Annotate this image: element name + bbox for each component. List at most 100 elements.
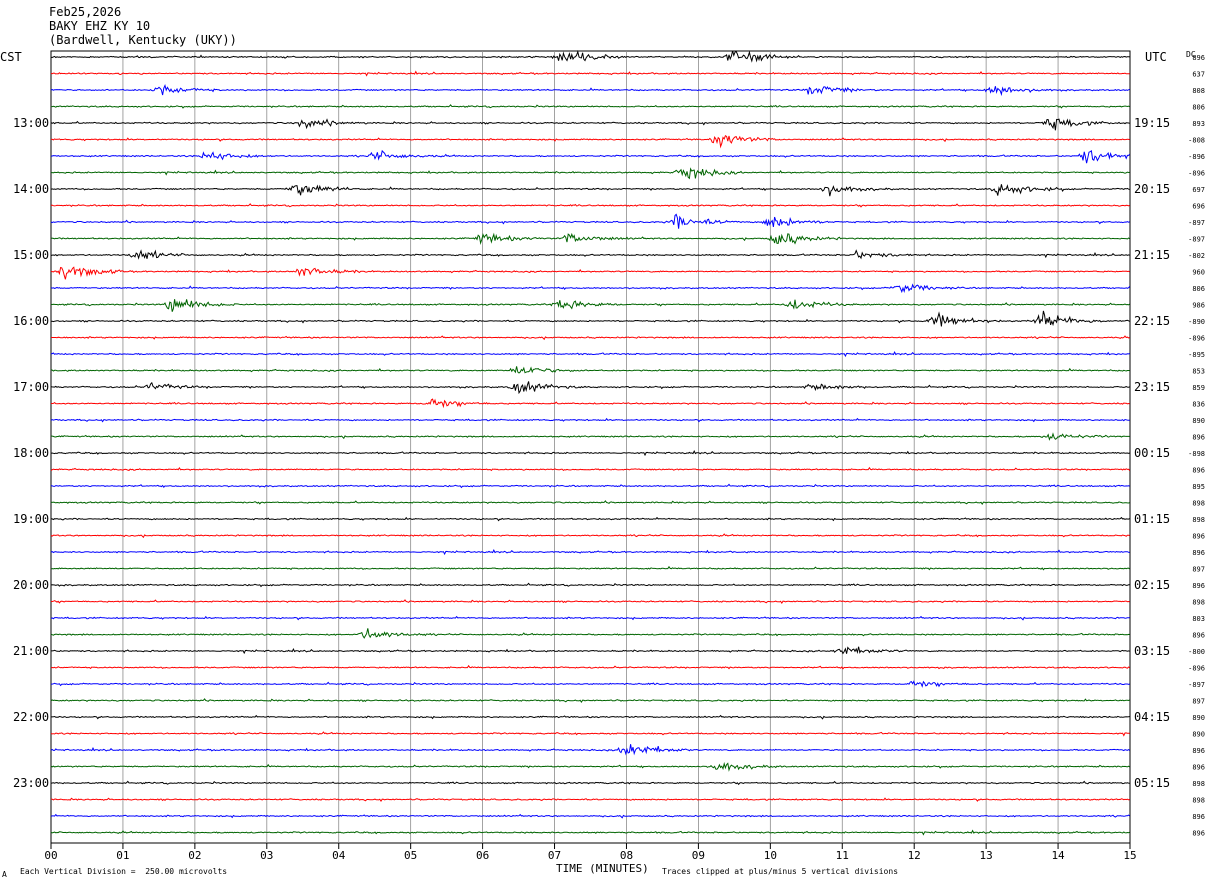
trace-row [50, 266, 1130, 280]
dc-offset-label: 896 [1192, 582, 1205, 590]
dc-offset-label: 853 [1192, 368, 1205, 376]
trace-row [51, 680, 1130, 688]
trace-row [51, 599, 1130, 605]
dc-offset-label: 637 [1192, 71, 1205, 79]
trace-row [50, 565, 1131, 571]
trace-row [50, 310, 1131, 327]
trace-row [50, 203, 1130, 208]
right-hour-label: 03:15 [1134, 644, 1170, 658]
clip-note: Traces clipped at plus/minus 5 vertical … [662, 867, 899, 876]
trace-row [50, 797, 1130, 803]
trace-row [50, 70, 1130, 77]
dc-offset-label: -802 [1188, 252, 1205, 260]
left-hour-label: 16:00 [13, 314, 49, 328]
right-axis-label: UTC [1145, 50, 1167, 64]
trace-row [50, 366, 1130, 374]
trace-row [50, 533, 1130, 539]
right-hour-label: 05:15 [1134, 776, 1170, 790]
left-hour-label: 23:00 [13, 776, 49, 790]
right-hour-label: 23:15 [1134, 380, 1170, 394]
dc-offset-label: -808 [1188, 137, 1205, 145]
trace-row [50, 213, 1130, 229]
dc-offset-label: 697 [1192, 186, 1205, 194]
right-hour-label: 19:15 [1134, 116, 1170, 130]
dc-offset-label: 898 [1192, 599, 1205, 607]
trace-row [50, 615, 1130, 621]
dc-offset-label: -896 [1188, 153, 1205, 161]
trace-row [50, 350, 1130, 358]
dc-offset-label: 898 [1192, 797, 1205, 805]
left-hour-label: 14:00 [13, 182, 49, 196]
trace-row [50, 628, 1130, 639]
trace-row [50, 829, 1130, 836]
dc-offset-label: 898 [1192, 516, 1205, 524]
left-hour-label: 20:00 [13, 578, 49, 592]
left-hour-label: 13:00 [13, 116, 49, 130]
x-tick-label: 03 [260, 849, 273, 862]
trace-row [50, 731, 1130, 737]
left-hour-label: 19:00 [13, 512, 49, 526]
station-code: BAKY EHZ KY 10 [49, 19, 151, 33]
right-hour-label: 02:15 [1134, 578, 1170, 592]
dc-offset-label: -896 [1188, 335, 1205, 343]
trace-row [50, 664, 1131, 670]
dc-offset-label: 896 [1192, 632, 1205, 640]
dc-offset-label: -898 [1188, 450, 1205, 458]
dc-offset-label: 808 [1192, 87, 1205, 95]
trace-row [50, 466, 1131, 472]
trace-row [50, 184, 1130, 197]
dc-offset-label: 890 [1192, 714, 1205, 722]
dc-offset-label: 896 [1192, 434, 1205, 442]
trace-row [50, 780, 1130, 786]
x-tick-label: 10 [764, 849, 777, 862]
dc-offset-label: -896 [1188, 665, 1205, 673]
dc-offset-label: 896 [1192, 549, 1205, 557]
right-hour-label: 21:15 [1134, 248, 1170, 262]
trace-row [50, 744, 1131, 756]
x-tick-label: 12 [908, 849, 921, 862]
trace-row [50, 417, 1130, 423]
x-tick-label: 01 [116, 849, 129, 862]
trace-row [50, 283, 1131, 294]
trace-row [50, 813, 1131, 819]
trace-row [50, 118, 1130, 131]
right-hour-label: 01:15 [1134, 512, 1170, 526]
trace-row [50, 516, 1130, 522]
trace-row [50, 50, 1130, 63]
trace-row [51, 646, 1130, 655]
left-hour-label: 22:00 [13, 710, 49, 724]
trace-row [50, 432, 1130, 441]
trace-row [50, 449, 1130, 457]
trace-row [50, 381, 1130, 395]
trace-row [50, 483, 1130, 489]
x-tick-label: 11 [836, 849, 849, 862]
dc-offset-label: 696 [1192, 203, 1205, 211]
x-tick-label: 09 [692, 849, 705, 862]
left-hour-label: 17:00 [13, 380, 49, 394]
dc-offset-label: 895 [1192, 483, 1205, 491]
scale-note: Each Vertical Division = 250.00 microvol… [20, 867, 228, 876]
dc-offset-label: -800 [1188, 648, 1205, 656]
dc-offset-label: -890 [1188, 318, 1205, 326]
trace-row [50, 83, 1130, 97]
dc-offset-label: 806 [1192, 285, 1205, 293]
left-hour-label: 18:00 [13, 446, 49, 460]
plot-frame [50, 50, 1131, 844]
dc-offset-label: 960 [1192, 269, 1205, 277]
trace-row [50, 500, 1130, 506]
dc-offset-label: 898 [1192, 780, 1205, 788]
dc-offset-label: -897 [1188, 219, 1205, 227]
dc-offset-label: 890 [1192, 417, 1205, 425]
x-tick-label: 13 [980, 849, 993, 862]
trace-row [50, 698, 1131, 704]
dc-offset-label: 896 [1192, 747, 1205, 755]
dc-offset-label: 896 [1192, 830, 1205, 838]
dc-offset-label: -897 [1188, 681, 1205, 689]
dc-offset-label: 893 [1192, 120, 1205, 128]
dc-offset-label: 896 [1192, 533, 1205, 541]
trace-row [51, 398, 1130, 409]
x-tick-label: 07 [548, 849, 561, 862]
trace-row [50, 335, 1130, 341]
trace-row [50, 232, 1131, 245]
